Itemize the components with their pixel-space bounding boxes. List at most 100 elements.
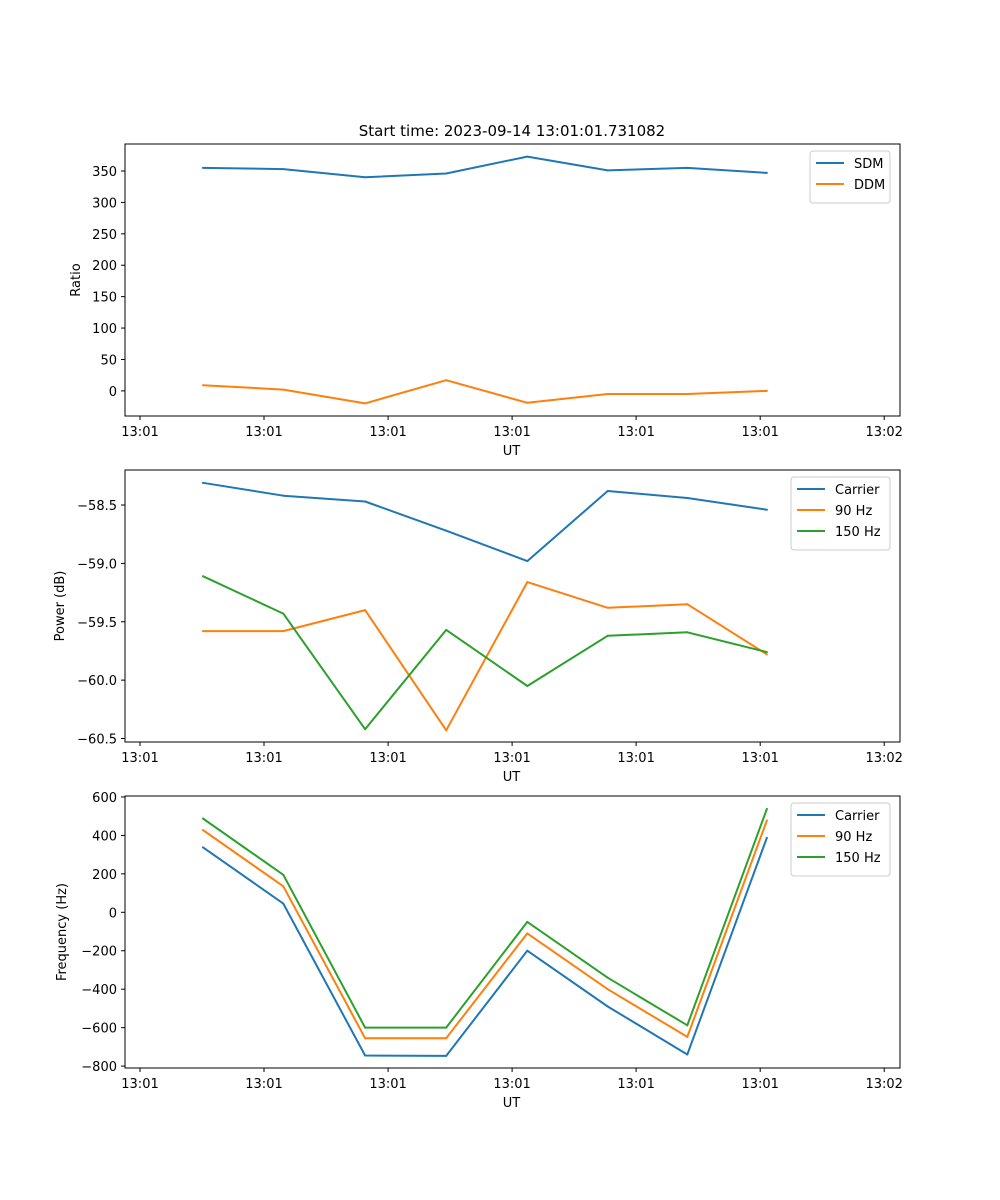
ratio-series-sdm-line <box>202 155 767 179</box>
ratio-series-sdm-point <box>526 155 529 158</box>
ratio-series-sdm-point <box>364 176 367 179</box>
frequency-series-carrier-point <box>686 1053 689 1056</box>
power-y-tick-label: −58.5 <box>77 499 117 514</box>
power-x-tick-label: 13:01 <box>369 751 406 766</box>
frequency-series-carrier-point <box>526 949 529 952</box>
ratio-series-ddm-point <box>765 389 768 392</box>
frequency-plot: 13:01 13:01 13:01 13:01 13:01 13:01 13:02 −800 −… <box>55 791 903 1111</box>
ratio-y-tick-label: 200 <box>92 259 117 274</box>
frequency-series-90-hz-point <box>606 988 609 991</box>
frequency-series-carrier-point <box>282 902 285 905</box>
ratio-series-sdm-point <box>201 166 204 169</box>
power-series-carrier-point <box>765 508 768 511</box>
frequency-x-tick-label: 13:01 <box>369 1077 406 1092</box>
frequency-x-tick-label: 13:01 <box>741 1077 778 1092</box>
ratio-x-tick-label: 13:01 <box>245 425 282 440</box>
frequency-series-90-hz-point <box>526 932 529 935</box>
power-series-150-hz-point <box>606 634 609 637</box>
power-legend-label-carrier: Carrier <box>835 483 880 498</box>
frequency-series-carrier-line <box>202 837 768 1057</box>
ratio-x-axis-label: UT <box>503 444 521 459</box>
frequency-y-tick-label: 400 <box>92 829 117 844</box>
frequency-series-carrier-point <box>364 1054 367 1057</box>
frequency-series-carrier-point <box>201 846 204 849</box>
power-series-carrier-line <box>202 481 768 563</box>
frequency-series-90-hz-point <box>364 1037 367 1040</box>
ratio-y-tick-label: 300 <box>92 196 117 211</box>
power-series-carrier-point <box>686 497 689 500</box>
ratio-y-tick-label: 250 <box>92 228 117 243</box>
frequency-x-tick-label: 13:01 <box>493 1077 530 1092</box>
ratio-legend-label-sdm: SDM <box>854 157 883 172</box>
ratio-series-sdm-point <box>686 166 689 169</box>
ratio-x-tick-label: 13:01 <box>493 425 530 440</box>
ratio-series-ddm-point <box>606 393 609 396</box>
power-y-tick-label: −60.0 <box>77 674 117 689</box>
ratio-y-tick-label: 50 <box>100 353 117 368</box>
ratio-series-sdm-point <box>765 171 768 174</box>
power-series-carrier-point <box>606 490 609 493</box>
ratio-y-tick-label: 150 <box>92 291 117 306</box>
ratio-axes-frame <box>124 143 901 417</box>
power-series-carrier-point <box>445 529 448 532</box>
power-y-axis-label: Power (dB) <box>53 571 68 642</box>
power-series-150-hz-point <box>364 728 367 731</box>
power-series-150-hz-point <box>201 575 204 578</box>
power-y-tick-label: −60.5 <box>77 732 117 747</box>
frequency-x-tick-label: 13:01 <box>121 1077 158 1092</box>
frequency-series-150-hz-point <box>201 817 204 820</box>
power-x-tick-label: 13:01 <box>245 751 282 766</box>
power-plot: 13:01 13:01 13:01 13:01 13:01 13:01 13:02 −60.5… <box>53 469 903 785</box>
ratio-y-axis-label: Ratio <box>69 263 84 296</box>
power-series-90-hz-point <box>686 603 689 606</box>
ratio-series-ddm-point <box>282 388 285 391</box>
power-axes-frame <box>124 469 901 743</box>
ratio-series-sdm-point <box>282 168 285 171</box>
ratio-y-tick-label: 350 <box>92 165 117 180</box>
frequency-series-150-hz-point <box>364 1026 367 1029</box>
frequency-y-tick-label: −800 <box>81 1060 117 1075</box>
power-series-90-hz-point <box>364 609 367 612</box>
frequency-series-150-hz-point <box>526 920 529 923</box>
frequency-series-carrier-point <box>606 1005 609 1008</box>
frequency-series-90-hz-point <box>686 1035 689 1038</box>
frequency-series-150-hz-point <box>765 807 768 810</box>
ratio-series-ddm-line <box>202 379 767 405</box>
power-y-tick-label: −59.5 <box>77 616 117 631</box>
frequency-series-150-hz-point <box>282 873 285 876</box>
frequency-legend-label-150-hz: 150 Hz <box>835 851 881 866</box>
power-x-tick-label: 13:02 <box>865 751 902 766</box>
chart-title: Start time: 2023-09-14 13:01:01.731082 <box>359 122 665 140</box>
ratio-series-sdm-point <box>445 172 448 175</box>
power-series-150-hz-point <box>445 628 448 631</box>
ratio-series-ddm-point <box>526 401 529 404</box>
ratio-y-tick-label: 100 <box>92 322 117 337</box>
frequency-y-tick-label: 0 <box>109 906 117 921</box>
ratio-plot: 13:01 13:01 13:01 13:01 13:01 13:01 13:02 0 50 10… <box>69 143 903 459</box>
power-series-150-hz-line <box>202 575 768 731</box>
frequency-y-tick-label: 600 <box>92 791 117 806</box>
ratio-x-tick-label: 13:01 <box>121 425 158 440</box>
ratio-x-tick-label: 13:01 <box>369 425 406 440</box>
ratio-x-tick-label: 13:01 <box>741 425 778 440</box>
ratio-series-ddm-point <box>201 384 204 387</box>
ratio-series-ddm-point <box>364 402 367 405</box>
power-series-carrier-point <box>364 500 367 503</box>
frequency-series-150-hz-point <box>445 1026 448 1029</box>
power-series-90-hz-point <box>201 630 204 633</box>
frequency-series-carrier-point <box>765 836 768 839</box>
frequency-series-90-hz-line <box>202 820 768 1040</box>
power-legend-label-150-hz: 150 Hz <box>835 525 881 540</box>
frequency-series-carrier-point <box>445 1054 448 1057</box>
frequency-legend-label-90-hz: 90 Hz <box>835 830 872 845</box>
ratio-legend-label-ddm: DDM <box>854 178 885 193</box>
frequency-y-tick-label: −600 <box>81 1022 117 1037</box>
ratio-y-tick-label: 0 <box>109 385 117 400</box>
power-series-90-hz-point <box>606 606 609 609</box>
power-series-carrier-point <box>282 494 285 497</box>
ratio-x-tick-label: 13:02 <box>865 425 902 440</box>
frequency-x-axis-label: UT <box>503 1096 521 1111</box>
power-y-tick-label: −59.0 <box>77 557 117 572</box>
power-series-150-hz-point <box>282 612 285 615</box>
